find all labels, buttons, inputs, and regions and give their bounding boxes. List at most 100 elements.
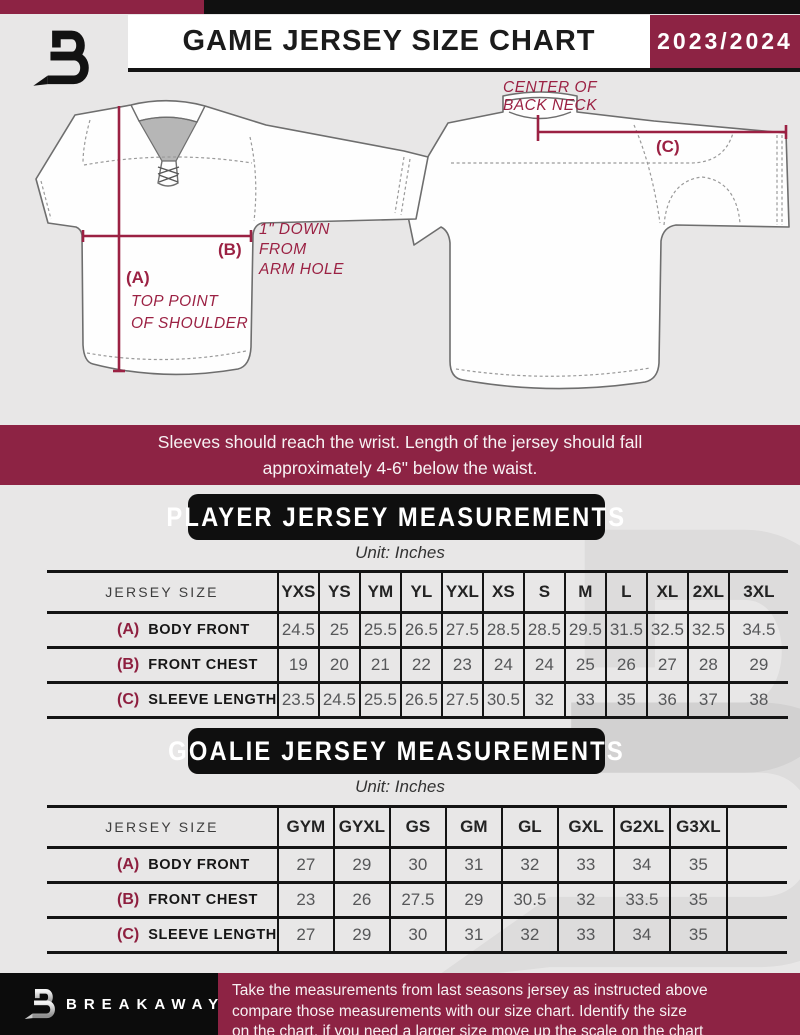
measurement-cell: 33 bbox=[556, 916, 614, 954]
shoulder-note-line1: TOP POINT bbox=[131, 293, 219, 310]
size-column-header: G2XL bbox=[612, 805, 670, 849]
measurement-cell: 26 bbox=[604, 646, 647, 684]
size-column-header: YXL bbox=[440, 570, 483, 614]
blank-cell bbox=[725, 916, 787, 954]
brand-name: BREAKAWAY bbox=[66, 995, 226, 1013]
measurement-cell: 33 bbox=[556, 846, 614, 884]
measurement-cell: 32 bbox=[522, 681, 565, 719]
size-column-header: G3XL bbox=[668, 805, 727, 849]
collar-lace bbox=[157, 166, 180, 183]
measurement-cell: 29.5 bbox=[563, 611, 606, 649]
measurement-cell: 31.5 bbox=[604, 611, 647, 649]
measurement-cell: 25.5 bbox=[358, 611, 401, 649]
measurement-cell: 27 bbox=[276, 916, 334, 954]
measurement-cell: 34 bbox=[612, 916, 670, 954]
measurement-cell: 28 bbox=[686, 646, 729, 684]
armhole-note-line1: 1" DOWN bbox=[259, 221, 330, 238]
notice-line2: approximately 4-6" below the waist. bbox=[262, 458, 538, 478]
label-c: (C) bbox=[656, 137, 680, 156]
armhole-note-line2: FROM bbox=[259, 241, 307, 258]
measurement-line-c bbox=[536, 115, 788, 141]
measurement-cell: 32.5 bbox=[686, 611, 729, 649]
measurement-cell: 26.5 bbox=[399, 681, 442, 719]
front-jersey-diagram: (B) 1" DOWN FROM ARM HOLE (A) TOP POINT … bbox=[35, 99, 429, 376]
measurement-cell: 37 bbox=[686, 681, 729, 719]
measurement-cell: 27 bbox=[276, 846, 334, 884]
size-column-header: GXL bbox=[556, 805, 614, 849]
measurement-cell: 29 bbox=[332, 846, 390, 884]
table-row: (C) SLEEVE LENGTH 27 29 30 31 32 33 34 35 bbox=[47, 916, 787, 954]
table-row: (B) FRONT CHEST 19 20 21 22 23 24 24 25 26 27 28 29 bbox=[47, 646, 788, 684]
measurement-row-label: (A) BODY FRONT bbox=[47, 611, 278, 649]
footer-line2: compare those measurements with our size… bbox=[232, 1002, 687, 1020]
size-column-header: YL bbox=[399, 570, 442, 614]
size-column-header: XS bbox=[481, 570, 524, 614]
measurement-cell: 24 bbox=[522, 646, 565, 684]
measurement-cell: 23 bbox=[440, 646, 483, 684]
measurement-cell: 24 bbox=[481, 646, 524, 684]
measurement-cell: 28.5 bbox=[481, 611, 524, 649]
measurement-cell: 26 bbox=[332, 881, 390, 919]
measurement-row-label: (B) FRONT CHEST bbox=[47, 646, 278, 684]
measurement-cell: 24.5 bbox=[276, 611, 319, 649]
back-jersey-diagram: CENTER OF BACK NECK (C) bbox=[403, 79, 790, 390]
table-row: (C) SLEEVE LENGTH 23.5 24.5 25.5 26.5 27.5 30.5… bbox=[47, 681, 788, 719]
measurement-cell: 35 bbox=[604, 681, 647, 719]
measurement-cell: 29 bbox=[727, 646, 788, 684]
footer-line1: Take the measurements from last seasons … bbox=[232, 982, 708, 999]
measurement-cell: 27 bbox=[645, 646, 688, 684]
table-row: (A) BODY FRONT 24.5 25 25.5 26.5 27.5 28.5 28.5 2… bbox=[47, 611, 788, 649]
size-column-header: 3XL bbox=[727, 570, 788, 614]
jersey-diagrams: CENTER OF BACK NECK (C) bbox=[35, 79, 790, 390]
measurement-cell: 27.5 bbox=[440, 681, 483, 719]
measurement-cell: 29 bbox=[444, 881, 502, 919]
player-unit-label: Unit: Inches bbox=[355, 543, 445, 562]
measurement-cell: 25.5 bbox=[358, 681, 401, 719]
measurement-cell: 28.5 bbox=[522, 611, 565, 649]
measurement-cell: 36 bbox=[645, 681, 688, 719]
blank-column bbox=[725, 805, 787, 849]
measurement-cell: 20 bbox=[317, 646, 360, 684]
measurement-cell: 23.5 bbox=[276, 681, 319, 719]
measurement-cell: 33.5 bbox=[612, 881, 670, 919]
measurement-cell: 38 bbox=[727, 681, 788, 719]
measurement-cell: 34.5 bbox=[727, 611, 788, 649]
measurement-cell: 32 bbox=[500, 846, 558, 884]
measurement-cell: 25 bbox=[317, 611, 360, 649]
measurement-cell: 23 bbox=[276, 881, 334, 919]
back-neck-note-line1: CENTER OF bbox=[503, 79, 598, 96]
measurement-cell: 31 bbox=[444, 846, 502, 884]
size-column-header: GM bbox=[444, 805, 502, 849]
armhole-note-line3: ARM HOLE bbox=[258, 261, 344, 278]
notice-line1: Sleeves should reach the wrist. Length o… bbox=[157, 432, 643, 452]
fit-notice-banner: Sleeves should reach the wrist. Length o… bbox=[0, 425, 800, 485]
measurement-cell: 25 bbox=[563, 646, 606, 684]
measurement-cell: 30.5 bbox=[500, 881, 558, 919]
measurement-cell: 30 bbox=[388, 916, 446, 954]
jersey-size-header: JERSEY SIZE bbox=[47, 570, 278, 614]
measurement-row-label: (A) BODY FRONT bbox=[47, 846, 278, 884]
back-neck-note-line2: BACK NECK bbox=[503, 97, 597, 114]
size-column-header: YS bbox=[317, 570, 360, 614]
measurement-cell: 27.5 bbox=[440, 611, 483, 649]
size-column-header: GL bbox=[500, 805, 558, 849]
measurement-cell: 22 bbox=[399, 646, 442, 684]
size-column-header: GS bbox=[388, 805, 446, 849]
season-badge: 2023/2024 bbox=[650, 15, 800, 68]
measurement-cell: 21 bbox=[358, 646, 401, 684]
size-column-header: GYXL bbox=[332, 805, 390, 849]
goalie-section-title: GOALIE JERSEY MEASUREMENTS bbox=[168, 728, 623, 774]
shoulder-note-line2: OF SHOULDER bbox=[131, 315, 248, 332]
size-column-header: M bbox=[563, 570, 606, 614]
page-title: GAME JERSEY SIZE CHART bbox=[182, 25, 596, 57]
measurement-cell: 30 bbox=[388, 846, 446, 884]
goalie-unit-label: Unit: Inches bbox=[355, 777, 445, 796]
player-section-title: PLAYER JERSEY MEASUREMENTS bbox=[167, 494, 624, 540]
footer-line3: on the chart, if you need a larger size … bbox=[232, 1023, 704, 1035]
blank-cell bbox=[725, 846, 787, 884]
label-a: (A) bbox=[126, 268, 150, 287]
measurement-cell: 35 bbox=[668, 881, 727, 919]
blank-cell bbox=[725, 881, 787, 919]
measurement-cell: 27.5 bbox=[388, 881, 446, 919]
measurement-cell: 30.5 bbox=[481, 681, 524, 719]
